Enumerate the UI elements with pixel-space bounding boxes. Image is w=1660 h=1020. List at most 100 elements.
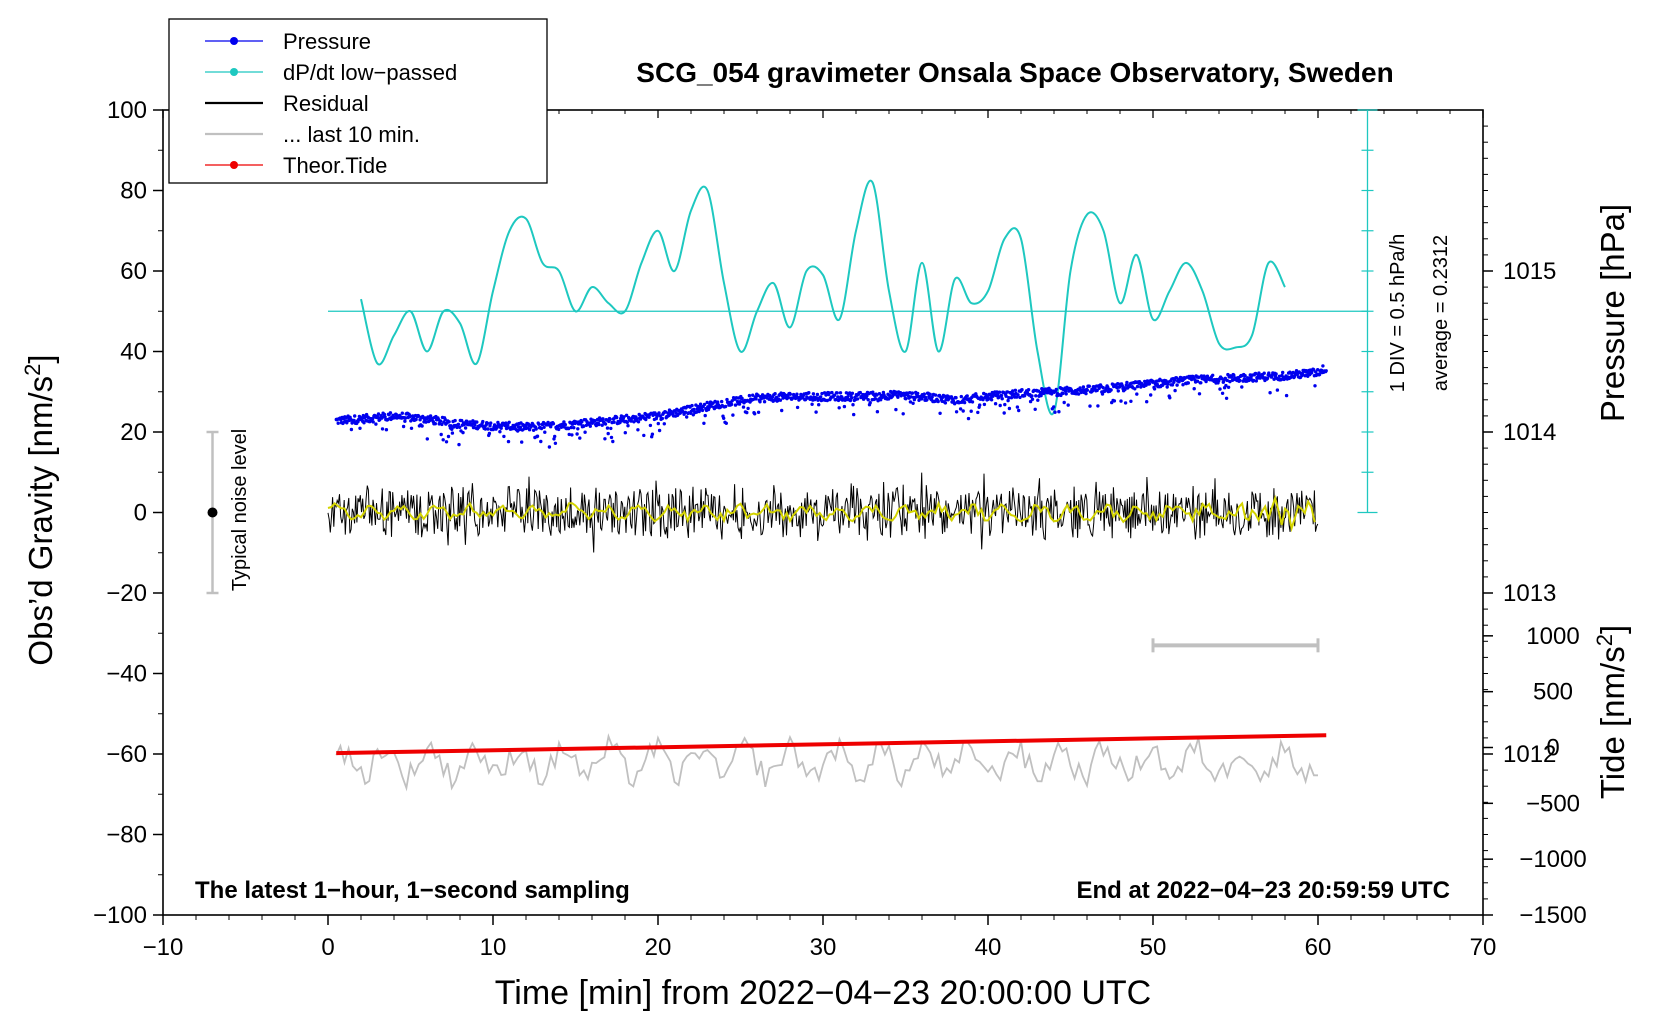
pressure-point xyxy=(583,430,587,434)
pressure-point xyxy=(1224,383,1228,388)
pressure-point xyxy=(403,419,407,423)
pressure-point xyxy=(807,391,811,395)
series-dpdt xyxy=(360,179,1286,416)
y-axis-label-gravity: Obs’d Gravity [nm/s2] xyxy=(20,354,59,665)
pressure-point xyxy=(1165,385,1169,389)
pressure-point xyxy=(997,390,1002,394)
legend-label: Theor.Tide xyxy=(283,153,387,178)
pressure-point xyxy=(827,391,831,395)
pressure-point xyxy=(729,402,734,407)
y-tick-label: 60 xyxy=(120,258,147,285)
pressure-point xyxy=(499,426,503,430)
pressure-point xyxy=(578,436,582,440)
y-tick-label: 100 xyxy=(107,97,147,124)
pressure-point xyxy=(483,427,488,431)
pressure-point xyxy=(1061,391,1065,396)
pressure-point xyxy=(842,404,847,409)
pressure-point xyxy=(1052,405,1056,409)
pressure-point xyxy=(629,419,633,423)
pressure-point xyxy=(461,430,465,435)
pressure-point xyxy=(911,401,915,405)
pressure-point xyxy=(724,421,728,425)
legend-label: Residual xyxy=(283,91,369,116)
pressure-point xyxy=(1151,379,1156,384)
pressure-point xyxy=(690,403,694,408)
pressure-point xyxy=(894,407,898,412)
pressure-point xyxy=(1003,402,1007,407)
legend-swatch-dot xyxy=(230,37,238,45)
x-tick-label: 60 xyxy=(1305,934,1332,961)
pressure-point xyxy=(547,445,552,449)
pressure-point xyxy=(916,391,920,396)
pressure-point xyxy=(723,404,728,409)
pressure-point xyxy=(622,415,626,419)
x-tick-label: 70 xyxy=(1470,934,1497,961)
pressure-point xyxy=(1300,372,1305,376)
pressure-point xyxy=(838,391,843,395)
pressure-point xyxy=(982,402,987,407)
pressure-point xyxy=(1100,392,1105,396)
pressure-point xyxy=(487,431,492,436)
pressure-point xyxy=(995,392,1000,397)
pressure-point xyxy=(745,410,749,415)
pressure-point xyxy=(1084,391,1088,396)
tide-tick-label: −500 xyxy=(1526,790,1580,817)
pressure-point xyxy=(830,390,834,395)
pressure-point xyxy=(1173,388,1177,393)
pressure-point xyxy=(1004,394,1008,398)
pressure-point xyxy=(965,394,969,398)
pressure-point xyxy=(1240,385,1244,389)
pressure-point xyxy=(993,402,998,406)
pressure-point xyxy=(848,398,853,403)
pressure-point xyxy=(1016,393,1020,397)
pressure-point xyxy=(569,425,573,430)
pressure-point xyxy=(1054,387,1059,392)
pressure-point xyxy=(836,395,840,399)
pressure-point xyxy=(1275,388,1280,392)
pressure-point xyxy=(658,414,662,418)
tide-tick-label: 0 xyxy=(1546,735,1559,762)
pressure-point xyxy=(380,427,385,431)
pressure-point xyxy=(819,395,823,399)
pressure-point xyxy=(539,426,544,431)
pressure-point xyxy=(453,418,457,423)
y-tick-label: −80 xyxy=(106,822,147,849)
pressure-point xyxy=(1225,378,1229,383)
pressure-point xyxy=(846,395,850,399)
pressure-point xyxy=(1088,404,1092,408)
pressure-point xyxy=(539,439,543,444)
pressure-point xyxy=(1123,401,1128,405)
pressure-point xyxy=(922,392,926,396)
pressure-point xyxy=(489,421,493,425)
pressure-point xyxy=(388,411,393,415)
pressure-point xyxy=(518,425,523,429)
pressure-point xyxy=(1316,368,1320,372)
pressure-point xyxy=(848,391,852,395)
pressure-point xyxy=(1007,406,1012,411)
pressure-point xyxy=(635,417,639,421)
pressure-point xyxy=(647,415,651,419)
pressure-point xyxy=(336,421,340,425)
pressure-point xyxy=(1030,394,1034,398)
pressure-point xyxy=(636,420,641,424)
pressure-point xyxy=(506,439,511,444)
pressure-point xyxy=(1064,392,1068,396)
y-tick-label: −60 xyxy=(106,741,147,768)
pressure-point xyxy=(1028,399,1033,404)
pressure-point xyxy=(814,410,818,414)
pressure-point xyxy=(1228,379,1232,384)
pressure-point xyxy=(754,397,758,401)
pressure-point xyxy=(1253,371,1258,376)
legend-entry: dP/dt low−passed xyxy=(205,60,457,85)
legend-label: dP/dt low−passed xyxy=(283,60,457,85)
pressure-point xyxy=(815,392,820,397)
pressure-point xyxy=(370,417,375,421)
pressure-point xyxy=(624,413,629,417)
pressure-point xyxy=(954,410,959,414)
pressure-point xyxy=(531,428,536,432)
pressure-point xyxy=(781,396,785,400)
pressure-point xyxy=(810,402,814,406)
pressure-point xyxy=(1294,369,1299,373)
pressure-point xyxy=(465,419,469,423)
pressure-point xyxy=(1181,383,1185,387)
